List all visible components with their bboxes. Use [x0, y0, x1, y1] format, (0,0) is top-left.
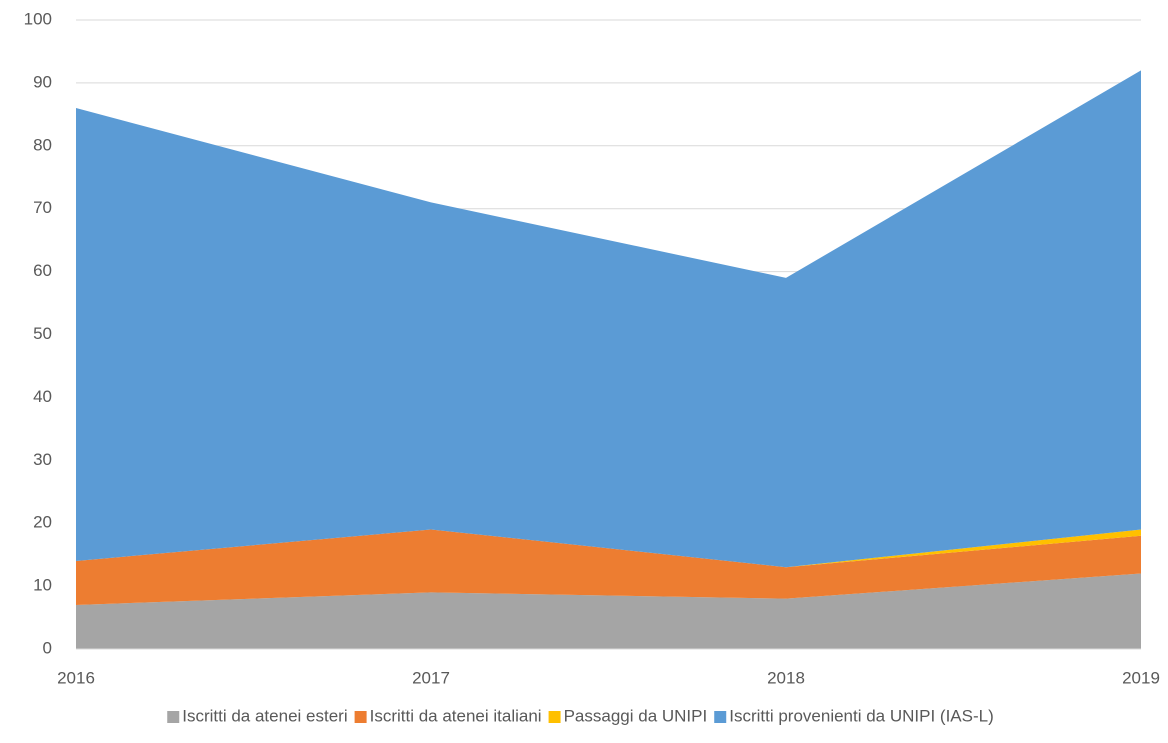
legend-label: Passaggi da UNIPI — [564, 706, 708, 725]
y-tick-label: 10 — [33, 576, 52, 595]
y-tick-label: 30 — [33, 450, 52, 469]
y-tick-label: 80 — [33, 135, 52, 154]
x-tick-label: 2018 — [767, 668, 805, 687]
y-tick-label: 90 — [33, 72, 52, 91]
x-tick-label: 2019 — [1122, 668, 1160, 687]
y-tick-label: 20 — [33, 513, 52, 532]
legend-swatch — [548, 711, 561, 723]
y-tick-label: 50 — [33, 324, 52, 343]
legend-swatch — [167, 711, 180, 723]
y-tick-label: 70 — [33, 198, 52, 217]
y-tick-label: 100 — [24, 9, 52, 28]
legend-label: Iscritti da atenei esteri — [182, 706, 347, 725]
legend-label: Iscritti provenienti da UNIPI (IAS-L) — [729, 706, 994, 725]
legend: Iscritti da atenei esteri Iscritti da ate… — [167, 706, 994, 725]
x-tick-label: 2016 — [57, 668, 95, 687]
legend-swatch — [714, 711, 727, 723]
legend-swatch — [354, 711, 367, 723]
area — [76, 529, 1141, 605]
area — [76, 573, 1141, 649]
area — [76, 70, 1141, 568]
legend-label: Iscritti da atenei italiani — [370, 706, 542, 725]
x-tick-label: 2017 — [412, 668, 450, 687]
y-tick-label: 0 — [43, 638, 52, 657]
y-tick-label: 60 — [33, 261, 52, 280]
y-tick-label: 40 — [33, 387, 52, 406]
